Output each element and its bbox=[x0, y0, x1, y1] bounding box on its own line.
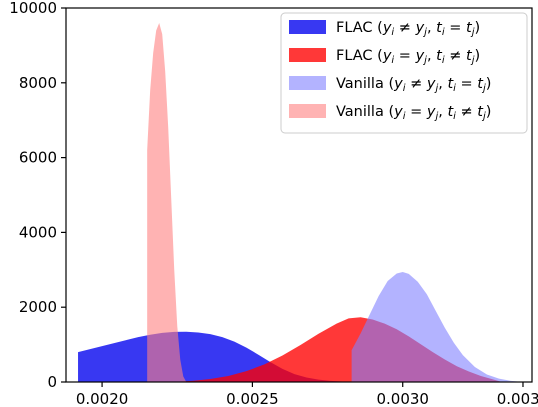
y-tick-label: 4000 bbox=[19, 223, 57, 241]
legend-label: Vanilla (yi ≠ yj, ti = tj) bbox=[336, 76, 491, 94]
x-tick-label: 0.0030 bbox=[376, 390, 429, 407]
legend-entry: FLAC (yi ≠ yj, ti = tj) bbox=[289, 20, 480, 38]
y-tick-label: 6000 bbox=[19, 149, 57, 167]
legend-swatch bbox=[289, 104, 326, 118]
legend-entry: Vanilla (yi ≠ yj, ti = tj) bbox=[289, 76, 491, 94]
legend-label: Vanilla (yi = yj, ti ≠ tj) bbox=[336, 104, 491, 122]
x-tick-label: 0.0034 bbox=[497, 390, 538, 407]
density-area-3 bbox=[351, 272, 523, 382]
y-tick-label: 8000 bbox=[19, 74, 57, 92]
y-tick-label: 10000 bbox=[9, 0, 57, 17]
y-tick-label: 2000 bbox=[19, 298, 57, 316]
legend: FLAC (yi ≠ yj, ti = tj) FLAC (yi = yj, t… bbox=[280, 12, 528, 134]
x-tick-label: 0.0025 bbox=[226, 390, 279, 407]
legend-label: FLAC (yi ≠ yj, ti = tj) bbox=[336, 20, 480, 38]
legend-swatch bbox=[289, 48, 326, 62]
legend-swatch bbox=[289, 76, 326, 90]
y-tick-label: 0 bbox=[47, 373, 57, 391]
legend-label: FLAC (yi = yj, ti ≠ tj) bbox=[336, 48, 480, 66]
x-axis: 0.0020 0.0025 0.0030 0.0034 bbox=[76, 382, 538, 407]
x-tick-label: 0.0020 bbox=[76, 390, 129, 407]
legend-swatch bbox=[289, 20, 326, 34]
plot-frame bbox=[65, 7, 533, 383]
series-layer bbox=[78, 22, 523, 383]
density-area-4 bbox=[147, 22, 187, 383]
y-axis: 0 2000 4000 6000 8000 10000 bbox=[9, 0, 66, 391]
legend-entry: Vanilla (yi = yj, ti ≠ tj) bbox=[289, 104, 491, 122]
legend-entry: FLAC (yi = yj, ti ≠ tj) bbox=[289, 48, 480, 66]
legend-frame bbox=[280, 12, 528, 134]
